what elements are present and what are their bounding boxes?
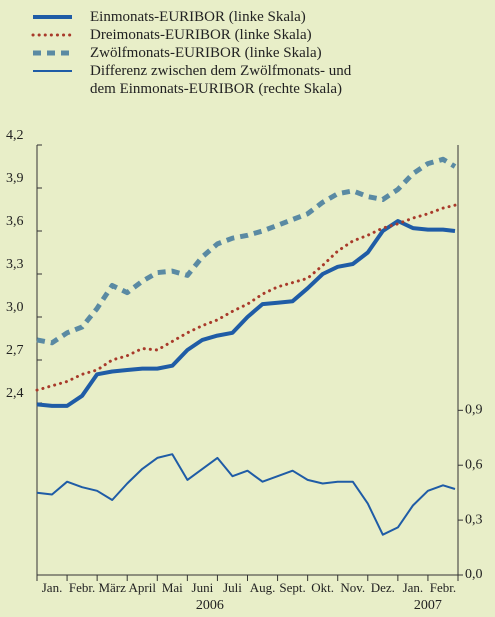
x-tick-label: Okt. [311,580,334,595]
y2-tick-label: 0,0 [465,567,483,582]
series-line [36,453,456,536]
year-label: 2006 [196,598,224,613]
x-tick-label: Aug. [250,580,276,595]
y-tick-label: 3,6 [6,214,24,229]
y-tick-label: 4,2 [6,128,24,143]
legend-label: Dreimonats-EURIBOR (linke Skala) [90,27,312,43]
x-tick-label: Febr. [69,580,95,595]
year-label: 2007 [414,598,442,613]
x-tick-label: März [98,580,126,595]
legend-swatch [31,33,74,37]
y-tick-label: 3,9 [6,171,24,186]
legend-swatch [33,70,72,72]
x-tick-label: Febr. [430,580,456,595]
legend-label: Zwölfmonats-EURIBOR (linke Skala) [90,45,322,61]
series-line [36,219,456,408]
y-tick-label: 3,3 [6,257,24,272]
y-tick-label: 2,4 [6,386,24,401]
x-tick-label: April [129,580,157,595]
legend-entry: Differenz zwischen dem Zwölfmonats- und … [30,62,490,98]
y-tick-label: 3,0 [6,300,24,315]
x-tick-label: Nov. [340,580,365,595]
x-tick-label: Jan. [42,580,63,595]
legend-label: Differenz zwischen dem Zwölfmonats- und … [90,63,352,97]
legend-swatch [33,50,72,56]
legend-swatch [33,15,72,19]
legend-entry: Zwölfmonats-EURIBOR (linke Skala) [30,44,490,62]
series-line [36,156,457,346]
y2-tick-label: 0,9 [465,403,483,418]
legend-entry: Dreimonats-EURIBOR (linke Skala) [30,26,490,44]
y2-tick-label: 0,3 [465,512,483,527]
x-tick-label: Jan. [403,580,424,595]
legend-entry: Einmonats-EURIBOR (linke Skala) [30,8,490,26]
legend: Einmonats-EURIBOR (linke Skala) Dreimonat… [30,8,490,98]
y2-tick-label: 0,6 [465,457,483,472]
series-line [35,203,457,392]
x-tick-label: Dez. [371,580,395,595]
legend-label: Einmonats-EURIBOR (linke Skala) [90,9,306,25]
x-tick-label: Sept. [279,580,305,595]
x-tick-label: Juli [223,580,242,595]
x-tick-label: Mai [162,580,183,595]
x-tick-label: Juni [192,580,214,595]
y-tick-label: 2,7 [6,343,24,358]
